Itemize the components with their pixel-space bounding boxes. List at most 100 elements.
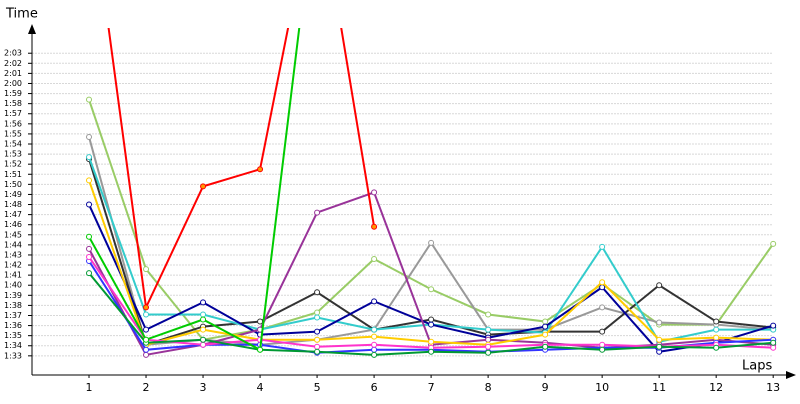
point <box>143 326 150 333</box>
point <box>86 154 93 161</box>
y-tick-label: 1:43 <box>4 250 22 259</box>
point <box>314 328 321 335</box>
point <box>200 336 207 343</box>
y-tick-label: 1:57 <box>4 109 22 118</box>
x-tick-label: 3 <box>200 381 207 394</box>
point <box>143 311 150 318</box>
x-tick-label: 8 <box>485 381 492 394</box>
point <box>371 333 378 340</box>
point <box>143 351 150 358</box>
point <box>656 336 663 343</box>
y-tick-label: 1:45 <box>4 230 22 239</box>
y-tick-label: 1:55 <box>4 129 22 138</box>
y-tick-label: 1:38 <box>4 301 22 310</box>
point <box>428 286 435 293</box>
y-tick-label: 1:58 <box>4 99 22 108</box>
y-tick-label: 1:36 <box>4 321 22 330</box>
point <box>371 341 378 348</box>
point <box>200 341 207 348</box>
point <box>200 326 207 333</box>
series-line <box>107 28 376 311</box>
y-tick-label: 1:56 <box>4 119 22 128</box>
point <box>143 346 150 353</box>
point <box>86 233 93 240</box>
point <box>86 201 93 208</box>
y-tick-label: 1:39 <box>4 291 22 300</box>
point <box>143 304 150 311</box>
point <box>599 243 606 250</box>
y-tick-label: 1:44 <box>4 240 22 249</box>
point <box>371 346 378 353</box>
point <box>599 284 606 291</box>
point <box>485 326 492 333</box>
x-tick-label: 5 <box>314 381 321 394</box>
point <box>542 323 549 330</box>
lines <box>86 28 777 358</box>
y-tick-label: 2:02 <box>4 59 22 68</box>
point <box>200 299 207 306</box>
point <box>713 334 720 341</box>
point <box>200 311 207 318</box>
point <box>770 344 777 351</box>
x-arrow <box>786 371 796 379</box>
point <box>599 304 606 311</box>
y-tick-label: 1:46 <box>4 220 22 229</box>
x-tick-label: 12 <box>709 381 723 394</box>
point <box>599 328 606 335</box>
point <box>86 253 93 260</box>
point <box>86 96 93 103</box>
y-tick-label: 1:41 <box>4 271 22 280</box>
point <box>314 336 321 343</box>
point <box>257 318 264 325</box>
point <box>86 270 93 277</box>
y-tick-label: 1:40 <box>4 281 22 290</box>
point <box>599 341 606 348</box>
y-tick-label: 2:01 <box>4 69 22 78</box>
point <box>86 177 93 184</box>
point <box>656 319 663 326</box>
y-tick-label: 1:37 <box>4 311 22 320</box>
point <box>713 344 720 351</box>
point <box>713 326 720 333</box>
point <box>143 336 150 343</box>
point <box>314 343 321 350</box>
x-tick-label: 4 <box>257 381 264 394</box>
point <box>599 346 606 353</box>
x-tick-label: 10 <box>595 381 609 394</box>
y-tick-label: 1:47 <box>4 210 22 219</box>
point <box>428 348 435 355</box>
y-arrow <box>28 24 36 34</box>
y-axis-title: Time <box>5 7 38 22</box>
y-tick-label: 1:53 <box>4 150 22 159</box>
point <box>599 279 606 286</box>
x-tick-label: 7 <box>428 381 435 394</box>
point <box>314 289 321 296</box>
y-tick-label: 1:54 <box>4 140 22 149</box>
x-axis-title: Laps <box>742 359 772 374</box>
point <box>371 298 378 305</box>
y-tick-label: 1:50 <box>4 180 22 189</box>
series-line <box>88 256 774 349</box>
y-tick-label: 1:33 <box>4 351 22 360</box>
point <box>200 316 207 323</box>
point <box>656 282 663 289</box>
point <box>542 331 549 338</box>
point <box>428 239 435 246</box>
y-tick-label: 1:48 <box>4 200 22 209</box>
point <box>86 245 93 252</box>
y-tick-label: 1:49 <box>4 190 22 199</box>
point <box>770 240 777 247</box>
point <box>542 318 549 325</box>
x-tick-label: 13 <box>766 381 780 394</box>
point <box>314 309 321 316</box>
x-tick-label: 6 <box>371 381 378 394</box>
point <box>485 336 492 343</box>
point <box>770 339 777 346</box>
point <box>428 316 435 323</box>
x-tick-label: 9 <box>542 381 549 394</box>
point <box>200 183 207 190</box>
point <box>314 348 321 355</box>
y-tick-label: 1:51 <box>4 170 22 179</box>
point <box>371 255 378 262</box>
